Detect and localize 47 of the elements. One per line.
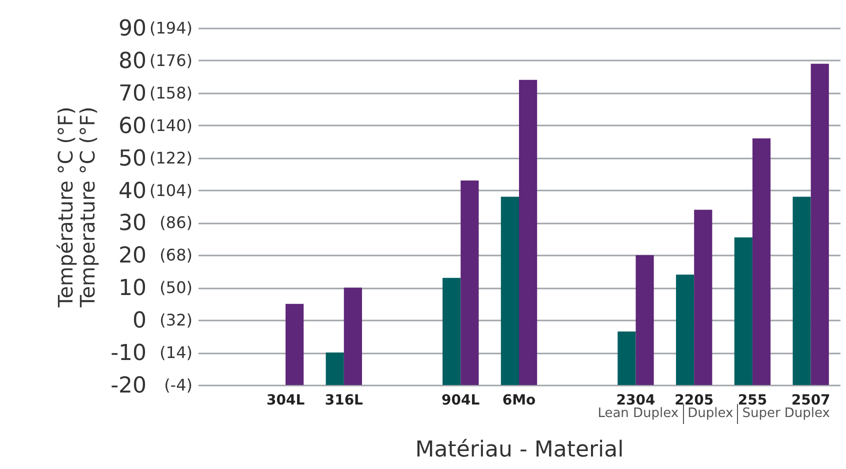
y2-tick-label: (122): [149, 148, 192, 168]
bar: [676, 274, 694, 385]
y2-tick-label: (-4): [164, 376, 192, 394]
bar: [636, 255, 654, 385]
bar: [344, 288, 362, 385]
x-axis-title: Matériau - Material: [415, 438, 624, 462]
y2-tick-label: (158): [149, 83, 192, 102]
x-tick-label: 6Mo: [502, 392, 536, 408]
text: Duplex: [682, 404, 738, 424]
y2-tick-label: (32): [160, 310, 192, 330]
y2-tick-label: (68): [160, 246, 192, 265]
y2-tick-label: (194): [149, 18, 192, 38]
y-tick-label: -10: [110, 341, 146, 366]
bar: [460, 180, 479, 385]
y-tick-label: 30: [118, 211, 146, 236]
bar: [286, 304, 304, 385]
y-tick-label: 90: [118, 16, 146, 42]
bar: [792, 196, 811, 385]
y-axis-title: Température °C (°F) Temperature °C (°F): [54, 106, 100, 308]
y-tick-label: 40: [118, 178, 146, 204]
text: Super Duplex: [737, 404, 834, 424]
y-tick-label: 50: [118, 146, 146, 172]
bar: [618, 331, 636, 385]
y-tick-label: -20: [110, 374, 146, 398]
y-tick-label: 60: [118, 114, 146, 139]
y2-tick-label: (176): [149, 50, 192, 70]
bar: [734, 237, 752, 385]
x-tick-label: 316L: [324, 392, 364, 408]
y2-tick-label: (140): [149, 116, 192, 135]
bar: [519, 80, 538, 385]
y2-tick-label: (14): [160, 343, 192, 362]
bar: [326, 352, 344, 385]
x-tick-label: 904L: [442, 392, 480, 408]
y-tick-label: 0: [132, 308, 146, 334]
bar: [752, 138, 771, 385]
y2-tick-label: (50): [160, 278, 192, 298]
y2-tick-label: (86): [160, 213, 192, 232]
x-tick-label: 304L: [266, 392, 305, 408]
y-tick-label: 10: [118, 276, 146, 302]
bar: [694, 210, 712, 385]
y-tick-label: 70: [118, 81, 146, 106]
bar: [810, 64, 829, 385]
y-tick-label: 80: [118, 48, 146, 74]
bar: [500, 196, 519, 385]
y2-tick-label: (104): [149, 180, 192, 200]
bar: [442, 278, 461, 385]
y-tick-label: 20: [118, 244, 146, 269]
